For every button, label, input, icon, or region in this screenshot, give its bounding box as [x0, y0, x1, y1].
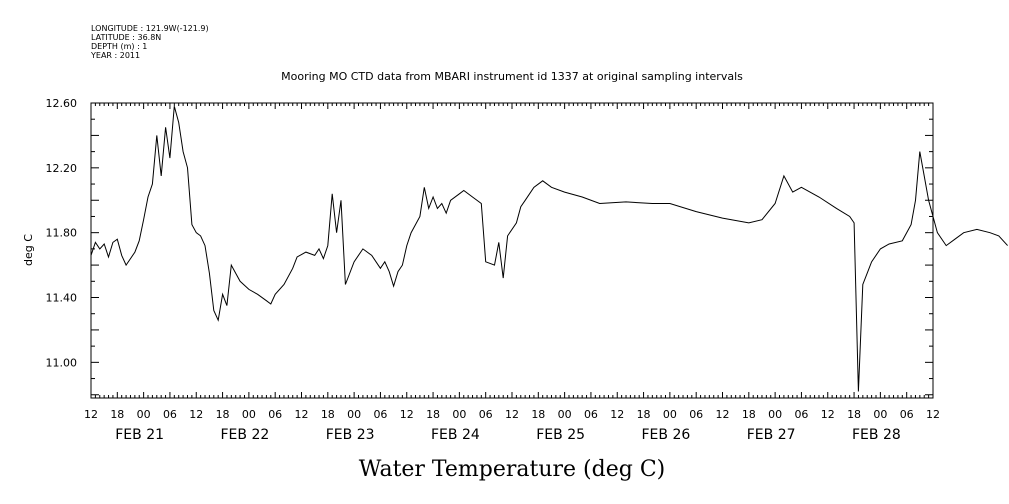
- longitude-label: LONGITUDE : 121.9W(-121.9): [91, 24, 209, 33]
- x-tick-label: 18: [847, 408, 861, 421]
- x-tick-label: 00: [873, 408, 887, 421]
- x-tick-label: 00: [347, 408, 361, 421]
- y-axis-label: deg C: [22, 234, 35, 266]
- x-tick-label: 06: [373, 408, 387, 421]
- x-tick-label: 00: [452, 408, 466, 421]
- plot-frame: [90, 102, 934, 399]
- x-tick-label: 12: [84, 408, 98, 421]
- day-label: FEB 24: [431, 427, 480, 443]
- x-tick-label: 12: [189, 408, 203, 421]
- x-tick-label: 18: [321, 408, 335, 421]
- x-tick-label: 18: [426, 408, 440, 421]
- x-tick-label: 12: [400, 408, 414, 421]
- x-tick-label: 18: [531, 408, 545, 421]
- temperature-series-line: [90, 106, 1008, 392]
- axis-ticks: [90, 102, 934, 398]
- chart-title: Mooring MO CTD data from MBARI instrumen…: [281, 70, 743, 83]
- y-tick-label: 11.00: [46, 356, 78, 369]
- chart-metadata: LONGITUDE : 121.9W(-121.9) LATITUDE : 36…: [90, 24, 209, 60]
- x-tick-label: 12: [821, 408, 835, 421]
- day-label: FEB 25: [536, 427, 585, 443]
- x-tick-label: 00: [558, 408, 572, 421]
- x-tick-label: 06: [689, 408, 703, 421]
- x-axis-title: Water Temperature (deg C): [359, 457, 666, 482]
- x-tick-label: 12: [505, 408, 519, 421]
- x-tick-label: 06: [268, 408, 282, 421]
- x-tick-label: 00: [663, 408, 677, 421]
- x-tick-label: 00: [137, 408, 151, 421]
- day-label: FEB 23: [326, 427, 375, 443]
- depth-label: DEPTH (m) : 1: [91, 42, 147, 51]
- x-tick-labels: 12 18 00 06 12 18 00 06 12 18 00 06 12 18 00 06 12 18 00 06…: [84, 408, 940, 421]
- x-tick-label: 06: [900, 408, 914, 421]
- x-tick-label: 06: [584, 408, 598, 421]
- day-labels: FEB 21 FEB 22 FEB 23 FEB 24 FEB 25 FEB 26 FEB …: [115, 427, 901, 443]
- day-label: FEB 22: [220, 427, 269, 443]
- y-tick-label: 12.20: [46, 162, 78, 175]
- latitude-label: LATITUDE : 36.8N: [91, 33, 161, 42]
- day-label: FEB 26: [641, 427, 690, 443]
- y-tick-label: 12.60: [46, 97, 78, 110]
- day-label: FEB 21: [115, 427, 164, 443]
- x-tick-label: 06: [163, 408, 177, 421]
- x-tick-label: 06: [794, 408, 808, 421]
- x-tick-label: 12: [610, 408, 624, 421]
- y-tick-label: 11.40: [46, 292, 78, 305]
- x-tick-label: 18: [742, 408, 756, 421]
- day-label: FEB 28: [852, 427, 901, 443]
- y-tick-labels: 12.60 12.20 11.80 11.40 11.00: [46, 97, 78, 369]
- x-tick-label: 06: [479, 408, 493, 421]
- x-tick-label: 00: [768, 408, 782, 421]
- y-tick-label: 11.80: [46, 227, 78, 240]
- x-tick-label: 12: [716, 408, 730, 421]
- year-label: YEAR : 2011: [90, 51, 140, 60]
- x-tick-label: 18: [110, 408, 124, 421]
- x-tick-label: 18: [216, 408, 230, 421]
- day-label: FEB 27: [747, 427, 796, 443]
- x-tick-label: 12: [295, 408, 309, 421]
- x-tick-label: 12: [926, 408, 940, 421]
- x-tick-label: 00: [242, 408, 256, 421]
- x-tick-label: 18: [637, 408, 651, 421]
